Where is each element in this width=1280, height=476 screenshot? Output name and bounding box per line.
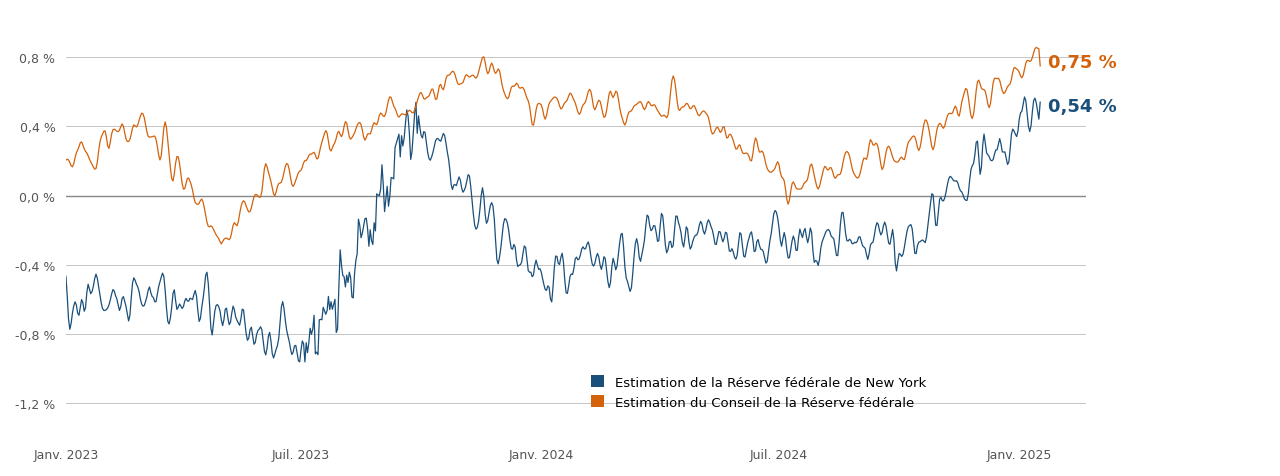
Legend: Estimation de la Réserve fédérale de New York, Estimation du Conseil de la Réser: Estimation de la Réserve fédérale de New…	[586, 370, 932, 414]
Text: 0,75 %: 0,75 %	[1048, 54, 1116, 72]
Text: 0,54 %: 0,54 %	[1048, 98, 1116, 115]
